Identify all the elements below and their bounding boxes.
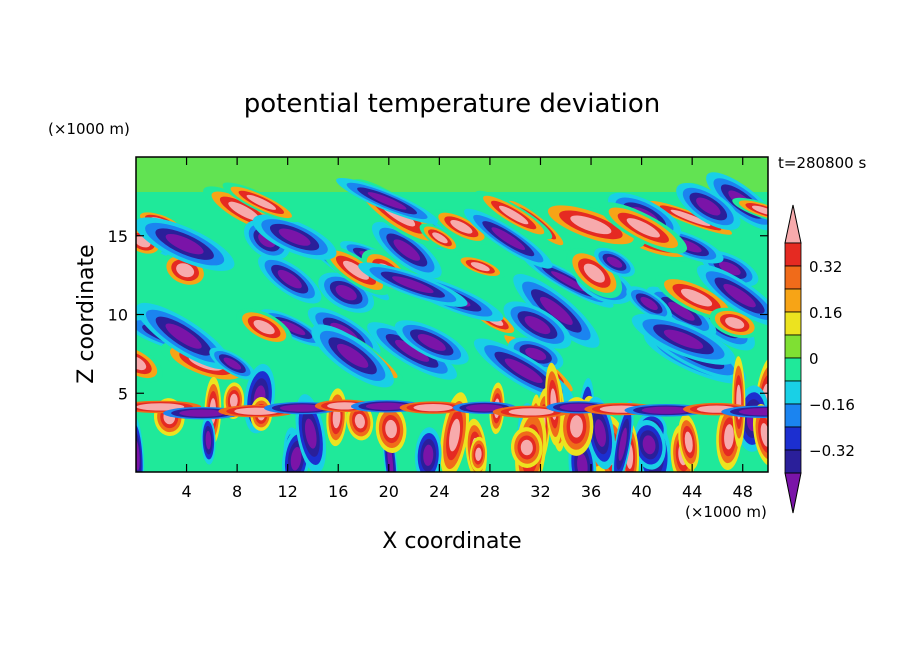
contour-cell: [258, 254, 322, 304]
contour-cell: [201, 415, 216, 465]
chart-title: potential temperature deviation: [244, 89, 660, 119]
contour-cell: [594, 247, 635, 277]
colorbar-box: [784, 334, 802, 359]
x-tick-label: 12: [278, 482, 298, 501]
colorbar-tick-label: 0.16: [809, 304, 842, 322]
contour-cell: [358, 262, 468, 307]
y-tick-label: 15: [108, 227, 128, 246]
contour-cell: [732, 197, 768, 224]
colorbar-box: [784, 449, 802, 474]
y-axis-label: Z coordinate: [74, 244, 99, 383]
contour-cell: [469, 436, 487, 472]
contour-cell: [236, 308, 292, 346]
x-tick-label: 4: [181, 482, 191, 501]
contour-cell: [321, 245, 391, 296]
contour-cell: [676, 182, 741, 231]
contour-cell: [311, 324, 394, 388]
contour-cell: [336, 177, 439, 224]
contour-cell: [136, 302, 232, 370]
colorbar-box: [784, 357, 802, 382]
colorbar-box: [784, 403, 802, 428]
colorbar-tick-label: −0.16: [809, 396, 855, 414]
colorbar-tick-label: 0: [809, 350, 819, 368]
colorbar-box: [784, 242, 802, 267]
x-tick-label: 40: [631, 482, 651, 501]
contour-cell: [414, 427, 442, 472]
x-tick-label: 24: [429, 482, 449, 501]
contour-cell: [475, 190, 553, 240]
contour-cell: [510, 427, 543, 468]
y-axis-unit: (×1000 m): [48, 120, 130, 138]
colorbar-extend-bottom: [784, 472, 802, 514]
contour-cell: [709, 307, 760, 339]
contour-cell: [646, 286, 717, 337]
contour-cell: [163, 406, 242, 420]
contour-cell: [464, 208, 553, 269]
x-tick-label: 20: [379, 482, 399, 501]
contour-cell: [136, 416, 145, 472]
colorbar-box: [784, 380, 802, 405]
contour-cell: [136, 217, 235, 271]
colorbar-box: [784, 311, 802, 336]
x-tick-label: 32: [530, 482, 550, 501]
contour-cell: [375, 405, 407, 453]
colorbar-tick-label: 0.32: [809, 258, 842, 276]
contour-cell: [536, 200, 645, 250]
contour-cell: [638, 196, 743, 240]
contour-field: [136, 157, 768, 472]
x-tick-label: 48: [733, 482, 753, 501]
contour-cell: [513, 273, 600, 348]
contour-cell: [222, 182, 300, 223]
y-tick-label: 10: [108, 306, 128, 325]
contour-cell: [394, 320, 469, 365]
x-axis-unit: (×1000 m): [685, 503, 767, 521]
contour-cell: [419, 223, 461, 253]
contour-cell: [371, 221, 442, 279]
y-tick-label: 5: [118, 384, 128, 403]
contour-cell: [432, 208, 491, 245]
contour-cell: [367, 322, 457, 380]
colorbar-box: [784, 288, 802, 313]
contour-cell: [631, 313, 736, 365]
x-axis-label: X coordinate: [382, 529, 521, 554]
contour-cell: [632, 419, 666, 470]
contour-cell: [678, 414, 700, 470]
x-tick-label: 8: [232, 482, 242, 501]
colorbar: 0.32 0.16 0 −0.16 −0.32: [784, 204, 855, 514]
x-tick-label: 16: [328, 482, 348, 501]
contour-cell: [209, 347, 256, 380]
y-axis: 5 10 15: [108, 227, 768, 403]
contour-cell: [611, 400, 634, 472]
contour-cell: [752, 404, 768, 466]
colorbar-box: [784, 426, 802, 451]
contour-cell: [440, 392, 470, 472]
colorbar-tick-label: −0.32: [809, 442, 855, 460]
contour-cell: [503, 301, 572, 349]
contour-cell: [626, 286, 672, 321]
contour-cell: [399, 401, 467, 414]
x-axis: 4 8 12 16 20 24 28 32 36 40 44 48: [181, 157, 753, 501]
x-tick-label: 36: [581, 482, 601, 501]
colorbar-extend-top: [784, 204, 802, 244]
time-label: t=280800 s: [778, 154, 866, 172]
contour-cell: [599, 202, 688, 254]
x-tick-label: 28: [480, 482, 500, 501]
contour-cell: [696, 264, 768, 327]
contour-cell: [566, 248, 623, 299]
x-tick-label: 44: [682, 482, 702, 501]
contour-cell: [252, 214, 337, 260]
contour-cell: [455, 254, 506, 279]
contour-cell: [721, 405, 768, 418]
colorbar-box: [784, 265, 802, 290]
